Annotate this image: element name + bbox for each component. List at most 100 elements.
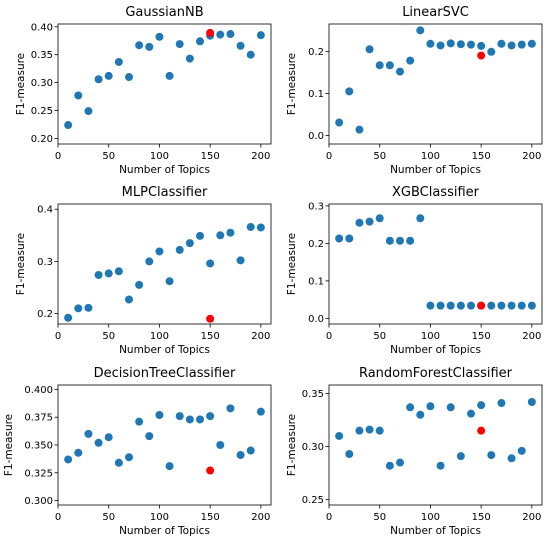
data-point	[246, 50, 255, 59]
data-point	[335, 234, 344, 243]
subplot-6: RandomForestClassifier 0 50 100 150 200 0.25 0.…	[286, 366, 543, 537]
data-point	[456, 40, 465, 49]
data-point	[236, 451, 245, 459]
plot-frame	[57, 23, 272, 145]
data-point	[507, 454, 516, 463]
data-point	[74, 91, 83, 100]
data-point	[385, 236, 394, 245]
y-axis-label: F1-measure	[15, 233, 27, 295]
data-point	[477, 41, 486, 50]
data-point	[355, 218, 364, 227]
data-point	[396, 236, 404, 245]
subplot-3: MLPClassifier 0 50 100 150 200 0.2 0.3 0.4 Number…	[15, 185, 272, 356]
data-point	[375, 214, 384, 223]
data-point	[74, 448, 83, 457]
x-axis-label: Number of Topics	[390, 344, 481, 356]
y-tick-label: 0.40	[31, 22, 53, 33]
data-point	[175, 40, 184, 49]
data-point	[345, 450, 354, 459]
data-point	[365, 45, 374, 54]
data-point	[365, 425, 374, 434]
y-tick-label: 0.2	[308, 47, 324, 58]
data-point	[155, 32, 164, 41]
subplot-title: LinearSVC	[402, 5, 469, 20]
highlight-point	[477, 426, 486, 435]
data-point	[135, 41, 144, 50]
data-point	[206, 259, 215, 268]
data-point	[416, 26, 425, 35]
data-point	[246, 446, 255, 455]
y-tick-label: 0.30	[302, 442, 324, 453]
data-point	[216, 231, 225, 240]
data-point	[517, 301, 526, 310]
data-point	[467, 409, 475, 418]
data-point	[226, 228, 235, 237]
data-point	[206, 412, 215, 421]
y-tick-label: 0.35	[302, 389, 324, 400]
data-point	[104, 269, 113, 278]
y-tick-label: 0.325	[24, 468, 53, 479]
data-point	[355, 125, 364, 134]
data-point	[165, 71, 174, 80]
data-point	[216, 441, 225, 449]
y-tick-label: 0.4	[37, 205, 53, 216]
data-point	[416, 214, 425, 223]
y-tick-label: 0.300	[24, 496, 53, 507]
data-point	[135, 417, 144, 426]
data-point	[114, 458, 123, 467]
data-point	[94, 438, 103, 447]
data-point	[497, 399, 506, 408]
x-tick-label: 50	[373, 151, 386, 162]
x-tick-label: 150	[472, 331, 491, 342]
plot-frame	[328, 203, 543, 325]
data-point	[446, 403, 455, 412]
data-point	[396, 67, 404, 76]
data-point	[256, 407, 265, 416]
data-point	[385, 461, 394, 470]
data-point	[375, 426, 384, 435]
data-point	[517, 40, 526, 49]
data-point	[165, 277, 174, 286]
x-tick-label: 50	[373, 331, 386, 342]
plot-frame	[57, 384, 272, 506]
data-point	[226, 30, 235, 39]
data-point	[355, 426, 364, 435]
y-axis-label: F1-measure	[3, 414, 15, 476]
data-point	[426, 39, 435, 48]
data-point	[185, 239, 194, 248]
data-point	[487, 47, 496, 56]
x-tick-label: 50	[102, 331, 115, 342]
x-axis-label: Number of Topics	[390, 525, 481, 537]
data-point	[406, 56, 415, 65]
data-point	[64, 121, 73, 130]
data-point	[94, 270, 103, 279]
subplot-1: GaussianNB 0 50 100 150 200 0.20 0.25 0.30 0.35 0.…	[15, 5, 272, 176]
data-point	[345, 234, 354, 243]
data-point	[84, 107, 93, 116]
x-tick-label: 200	[251, 331, 270, 342]
y-tick-label: 0.30	[31, 78, 53, 89]
y-tick-label: 0.350	[24, 441, 53, 452]
data-point	[406, 236, 415, 245]
subplot-title: DecisionTreeClassifier	[94, 366, 236, 381]
x-tick-label: 100	[150, 512, 169, 523]
y-tick-label: 0.3	[308, 201, 324, 212]
data-point	[436, 461, 445, 470]
data-point	[236, 41, 245, 50]
data-point	[84, 429, 93, 438]
x-tick-label: 0	[55, 331, 61, 342]
x-tick-label: 150	[201, 512, 220, 523]
data-point	[335, 118, 344, 127]
data-point	[426, 402, 435, 411]
y-tick-label: 0.1	[308, 89, 324, 100]
subplot-2: LinearSVC 0 50 100 150 200 0.0 0.1 0.2 Number of …	[286, 5, 543, 176]
data-point	[175, 245, 184, 254]
subplot-4: XGBClassifier 0 50 100 150 200 0.0 0.1 0.2 0.3 Num…	[286, 185, 543, 356]
highlight-point	[206, 314, 215, 323]
data-point	[185, 54, 194, 63]
plot-frame	[57, 203, 272, 325]
y-tick-label: 0.1	[308, 276, 324, 287]
y-axis-label: F1-measure	[15, 53, 27, 115]
data-point	[64, 313, 73, 322]
data-point	[94, 75, 103, 84]
